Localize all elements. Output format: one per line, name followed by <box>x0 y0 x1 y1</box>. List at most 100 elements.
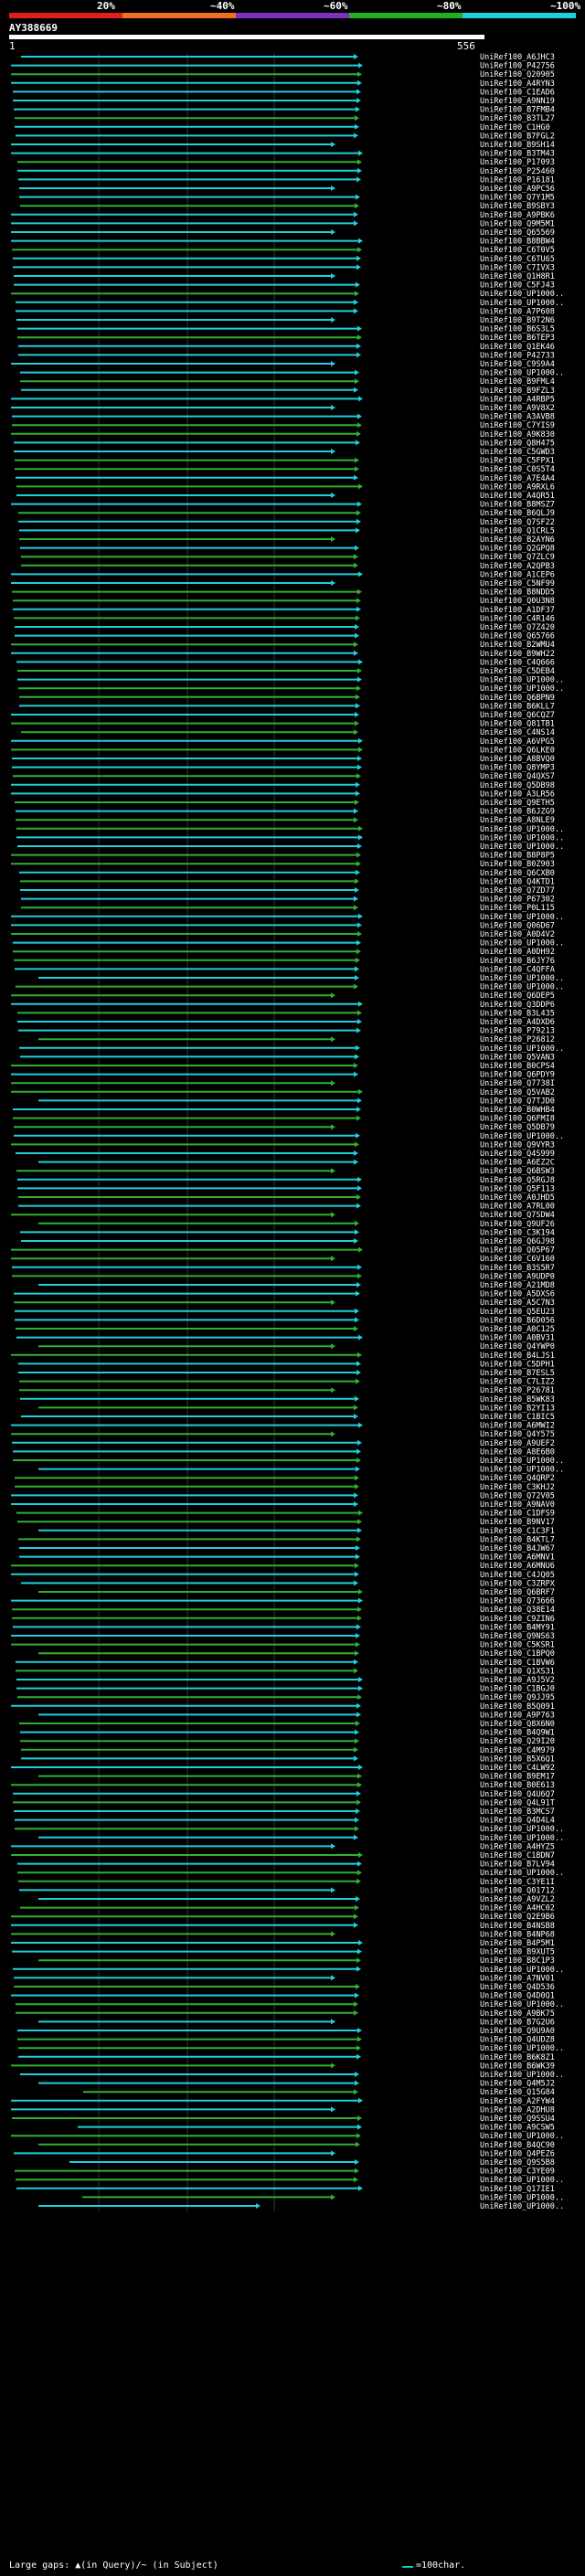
hit-arrow <box>356 1641 360 1648</box>
hit-label: UniRef100_B4NSB8 <box>480 1922 555 1931</box>
hit-arrow <box>331 1212 335 1218</box>
hit-label: UniRef100_UP1000.. <box>480 843 564 852</box>
hit-label: UniRef100_A0DH92 <box>480 948 555 957</box>
hit-label: UniRef100_UP1000.. <box>480 2202 564 2211</box>
hit-label: UniRef100_C5FPX1 <box>480 457 555 466</box>
hit-arrow <box>356 615 360 621</box>
hit-arrow <box>354 729 358 736</box>
hit-arrow <box>356 685 361 692</box>
hit-label: UniRef100_B6TEP3 <box>480 334 555 343</box>
hit-arrow <box>356 598 361 604</box>
hit-arrow <box>356 694 360 700</box>
hit-label: UniRef100_C3YE1I <box>480 1878 555 1887</box>
hit-arrow <box>358 913 363 919</box>
hit-label: UniRef100_UP1000.. <box>480 913 564 922</box>
hit-arrow <box>356 1115 361 1121</box>
hit-arrow <box>355 203 359 209</box>
hit-arrow <box>355 2168 359 2174</box>
hit-label: UniRef100_UP1000.. <box>480 1457 564 1466</box>
hit-arrow <box>354 308 358 314</box>
hit-arrow <box>356 852 361 858</box>
hit-arrow <box>331 186 335 191</box>
hit-label: UniRef100_A9P763 <box>480 1711 555 1720</box>
hit-arrow <box>355 1650 359 1657</box>
hit-arrow <box>356 518 361 525</box>
hit-label: UniRef100_B4NP68 <box>480 1930 555 1939</box>
hit-arrow <box>358 483 363 490</box>
hit-label: UniRef100_UP1000.. <box>480 2193 564 2202</box>
hit-label: UniRef100_UP1000.. <box>480 290 564 299</box>
hit-label: UniRef100_Q4QXS7 <box>480 772 555 781</box>
hit-arrow <box>331 273 335 279</box>
hit-label: UniRef100_B9NV17 <box>480 1518 555 1527</box>
hit-label: UniRef100_A6MNV1 <box>480 1553 555 1563</box>
hit-arrow <box>356 440 360 446</box>
hit-arrow <box>356 703 360 709</box>
hit-arrow <box>331 2106 335 2113</box>
ruler-start-label: 1 <box>9 40 16 52</box>
hit-arrow <box>354 817 358 823</box>
hit-label: UniRef100_UP1000.. <box>480 299 564 308</box>
hit-arrow <box>355 291 359 297</box>
hit-label: UniRef100_A9VZL2 <box>480 1895 555 1904</box>
hit-label: UniRef100_UP1000.. <box>480 825 564 834</box>
hit-arrow <box>357 1615 362 1621</box>
hit-arrow <box>331 1299 335 1306</box>
hit-arrow <box>358 150 363 156</box>
hit-label: UniRef100_A9UDP0 <box>480 1272 555 1281</box>
hit-arrow <box>357 1694 362 1701</box>
hit-arrow <box>354 562 358 568</box>
hit-arrow <box>357 2115 362 2121</box>
hit-arrow <box>358 1685 363 1691</box>
hit-arrow <box>356 264 361 270</box>
hit-arrow <box>358 1001 363 1007</box>
hit-arrow <box>356 939 361 946</box>
hit-label: UniRef100_P67302 <box>480 896 555 905</box>
hit-label: UniRef100_B3TM43 <box>480 150 555 159</box>
hit-label: UniRef100_UP1000.. <box>480 833 564 843</box>
hit-label: UniRef100_Q1EK46 <box>480 343 555 352</box>
legend-label-2: ~60% <box>324 0 348 12</box>
hit-arrow <box>356 1466 360 1472</box>
hit-arrow <box>356 281 360 288</box>
hit-label: UniRef100_Q9ETH5 <box>480 799 555 808</box>
hit-label: UniRef100_A5C7N3 <box>480 1299 555 1308</box>
hit-arrow <box>354 2177 358 2183</box>
hit-arrow <box>354 896 358 902</box>
hit-label: UniRef100_Q06D67 <box>480 921 555 930</box>
hit-label: UniRef100_Q4QRP2 <box>480 1474 555 1483</box>
hit-label: UniRef100_Q4M5J2 <box>480 2080 555 2089</box>
hit-arrow <box>356 861 361 867</box>
hit-label: UniRef100_A7NV01 <box>480 1974 555 1983</box>
hit-label: UniRef100_Q20905 <box>480 70 555 80</box>
scale-line <box>402 2566 413 2568</box>
hit-label: UniRef100_B9FML4 <box>480 377 555 387</box>
hit-arrow <box>357 1870 362 1876</box>
hit-label: UniRef100_C3YE09 <box>480 2168 555 2177</box>
hit-label: UniRef100_P16181 <box>480 175 555 185</box>
hit-label: UniRef100_A5DXS6 <box>480 1290 555 1299</box>
hit-arrow <box>357 71 362 78</box>
hit-arrow <box>355 1738 359 1744</box>
hit-label: UniRef100_C4M979 <box>480 1746 555 1755</box>
hit-arrow <box>356 1536 361 1542</box>
hit-arrow <box>358 1940 363 1945</box>
hit-arrow <box>355 457 359 463</box>
hit-label: UniRef100_C4JQ05 <box>480 1571 555 1580</box>
hit-label: UniRef100_Q4PEZ6 <box>480 2149 555 2158</box>
hit-label: UniRef100_Q9JJ95 <box>480 1693 555 1702</box>
hit-arrow <box>357 334 362 341</box>
hit-arrow <box>354 1492 358 1499</box>
hit-label: UniRef100_B5Q091 <box>480 1702 555 1712</box>
legend-swatch-3 <box>349 13 463 18</box>
legend-swatch-1 <box>122 13 236 18</box>
hit-arrow <box>331 1431 335 1437</box>
hit-arrow <box>331 536 335 542</box>
hit-arrow <box>356 949 361 955</box>
hit-label: UniRef100_Q9UF26 <box>480 1220 555 1229</box>
hit-arrow <box>356 1790 361 1797</box>
hit-arrow <box>354 808 358 814</box>
hit-arrow <box>355 887 359 893</box>
hit-label: UniRef100_Q2E9B6 <box>480 1913 555 1922</box>
hit-arrow <box>355 624 359 630</box>
